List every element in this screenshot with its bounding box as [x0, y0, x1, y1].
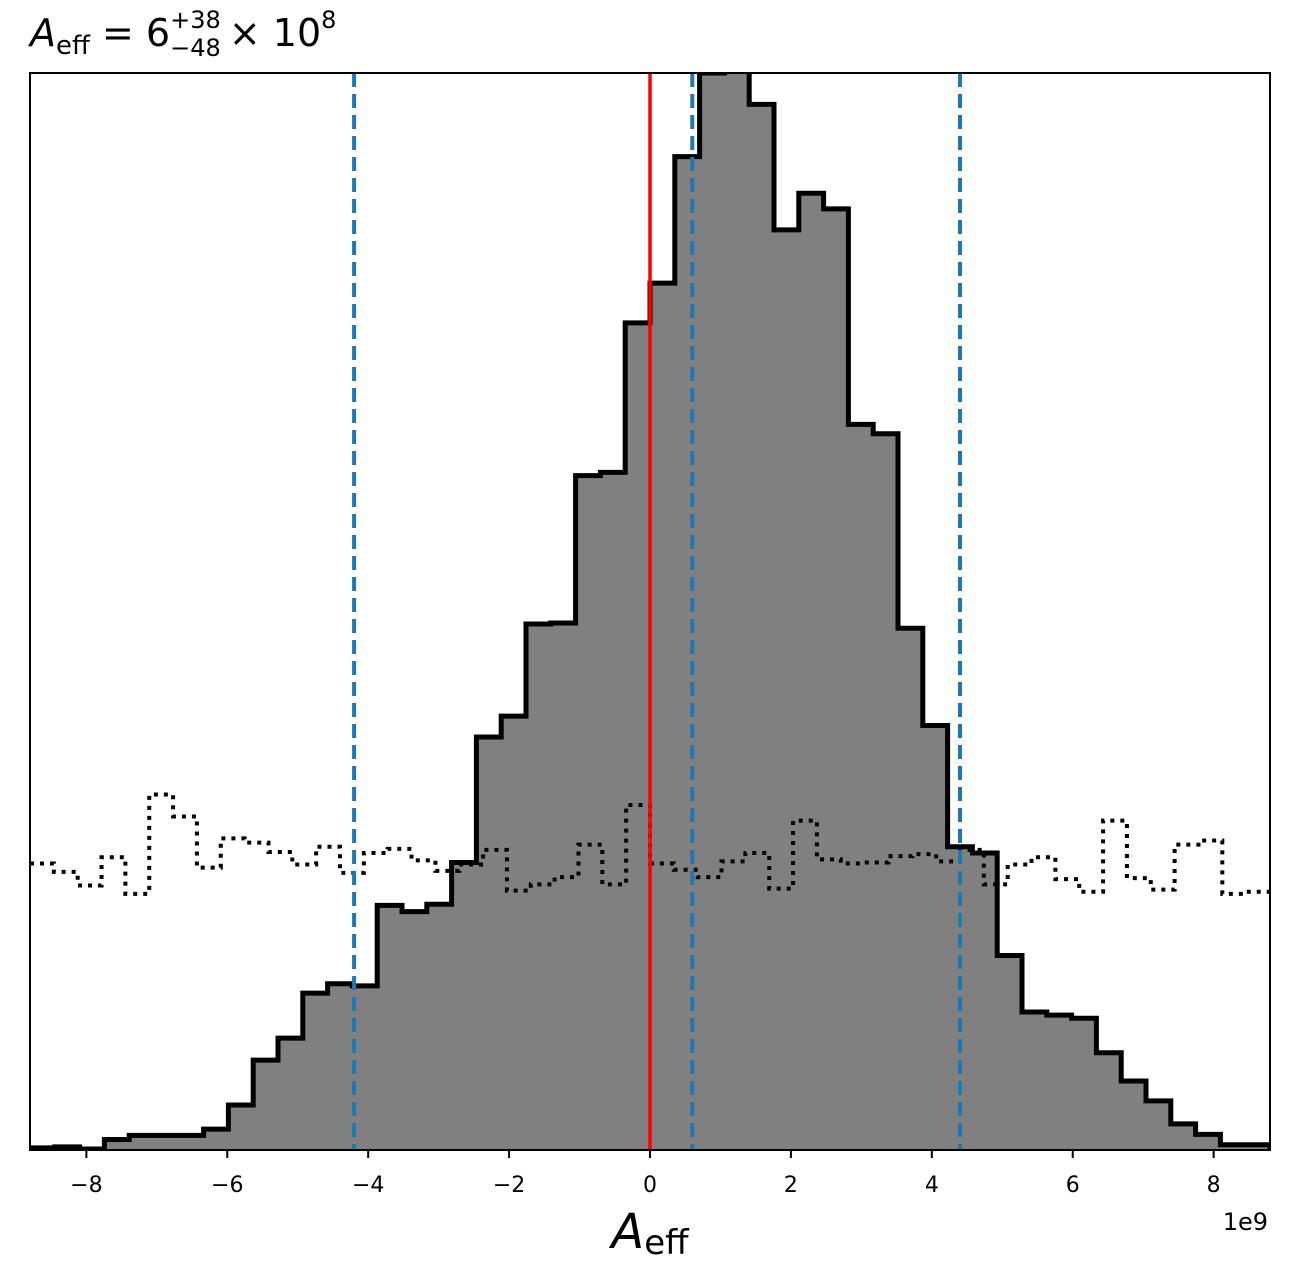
x-axis-offset-text: 1e9	[1223, 1208, 1268, 1236]
x-tick-label: 6	[1066, 1173, 1080, 1198]
xlabel-subscript: eff	[644, 1223, 690, 1263]
title-upper-error: +38	[170, 6, 221, 34]
title-multiplier: × 10	[217, 11, 321, 55]
x-tick-label: 0	[643, 1173, 657, 1198]
x-tick-label: 8	[1207, 1173, 1221, 1198]
xlabel-symbol: A	[608, 1204, 644, 1260]
posterior-histogram-outline	[30, 73, 1270, 1150]
x-tick-label: 2	[784, 1173, 798, 1198]
x-tick-label: −4	[352, 1173, 384, 1198]
x-axis-ticks: −8 −6 −4 −2 0 2 4 6 8	[70, 1150, 1221, 1198]
reference-lines	[352, 73, 962, 1150]
x-tick-label: −8	[70, 1173, 102, 1198]
title-exponent: 8	[321, 6, 336, 34]
title-value: = 6	[90, 11, 170, 55]
title-symbol: A	[27, 11, 56, 55]
x-tick-label: −6	[211, 1173, 243, 1198]
title-lower-error: −48	[170, 34, 221, 62]
posterior-histogram-fill	[30, 73, 1270, 1150]
x-tick-label: 4	[925, 1173, 939, 1198]
title-subscript: eff	[56, 31, 91, 61]
chart-title: Aeff = 6+38 −48 × 108	[27, 6, 336, 62]
x-axis-label: Aeff	[608, 1204, 690, 1263]
x-tick-label: −2	[493, 1173, 525, 1198]
plot-area	[30, 73, 1270, 1150]
